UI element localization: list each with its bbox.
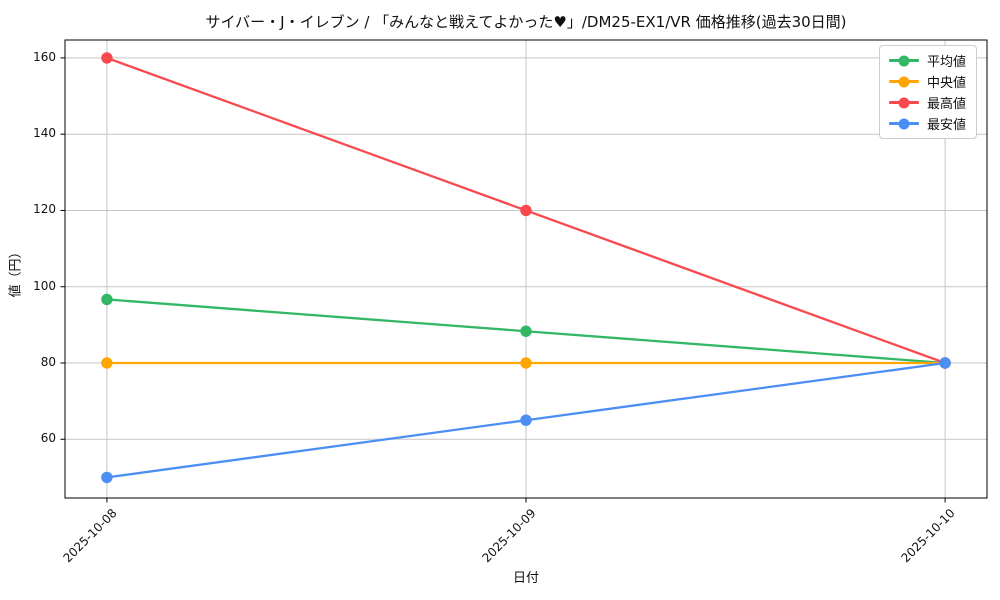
chart-title: サイバー・J・イレブン / 「みんなと戦えてよかった♥」/DM25-EX1/VR…: [205, 13, 847, 31]
legend-dot-icon: [898, 97, 910, 108]
x-axis-label: 日付: [512, 571, 539, 586]
legend: 平均値 中央値 最高値 最安値: [878, 45, 977, 139]
legend-line-marker-icon: [888, 118, 919, 129]
series-marker-2: [520, 204, 532, 217]
legend-label-min: 最安値: [926, 118, 966, 133]
y-axis-label: 値（円）: [8, 245, 24, 298]
y-tick-label: 120: [33, 202, 56, 217]
legend-line-marker-icon: [888, 76, 919, 87]
series-marker-3: [939, 357, 951, 369]
legend-label-median: 中央値: [926, 76, 966, 91]
series-marker-3: [520, 414, 532, 426]
legend-dot-icon: [898, 55, 910, 66]
legend-line-marker-icon: [888, 97, 919, 108]
y-tick-label: 100: [33, 278, 56, 293]
series-marker-1: [520, 357, 532, 369]
y-tick-label: 140: [33, 126, 56, 141]
series-marker-3: [101, 471, 113, 484]
legend-item-median: 中央値: [888, 75, 966, 91]
legend-dot-icon: [898, 76, 910, 87]
legend-item-average: 平均値: [888, 54, 966, 70]
legend-item-min: 最安値: [888, 117, 966, 133]
y-tick-label: 160: [33, 49, 56, 64]
series-marker-0: [101, 293, 113, 306]
legend-dot-icon: [898, 118, 910, 129]
legend-label-max: 最高値: [926, 97, 966, 112]
legend-label-average: 平均値: [926, 55, 966, 70]
series-marker-2: [101, 52, 113, 64]
y-tick-label: 60: [40, 431, 56, 446]
legend-item-max: 最高値: [888, 96, 966, 112]
legend-line-marker-icon: [888, 55, 919, 66]
series-marker-1: [101, 357, 113, 369]
y-tick-label: 80: [40, 355, 56, 369]
series-marker-0: [520, 325, 532, 337]
